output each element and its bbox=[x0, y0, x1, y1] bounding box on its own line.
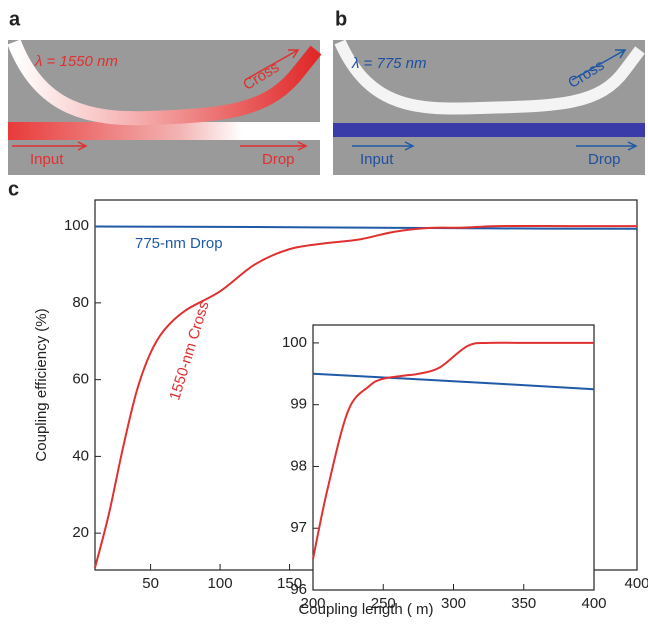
panel-label: c bbox=[8, 178, 19, 200]
wavelength-label: λ = 1550 nm bbox=[34, 53, 118, 70]
y-tick-label: 40 bbox=[72, 447, 89, 464]
waveguide bbox=[334, 39, 645, 115]
y-tick-label: 99 bbox=[290, 396, 307, 413]
y-axis-label: Coupling efficiency (%) bbox=[33, 308, 50, 461]
y-tick-label: 96 bbox=[290, 581, 307, 598]
series-line bbox=[94, 224, 637, 568]
input-label: Input bbox=[360, 151, 394, 168]
x-tick-label: 50 bbox=[142, 575, 159, 592]
panel-label: a bbox=[9, 8, 21, 30]
wavelength-label: λ = 775 nm bbox=[351, 55, 427, 72]
x-tick-label: 200 bbox=[300, 595, 325, 612]
y-tick-label: 100 bbox=[64, 217, 89, 234]
panel-label: b bbox=[335, 8, 347, 30]
arrow bbox=[12, 49, 308, 151]
series-label: 775-nm Drop bbox=[135, 235, 223, 252]
x-tick-label: 400 bbox=[581, 595, 606, 612]
x-tick-label: 150 bbox=[277, 575, 302, 592]
waveguide bbox=[7, 39, 322, 126]
y-tick-label: 20 bbox=[72, 524, 89, 541]
waveguide bbox=[8, 122, 320, 140]
input-label: Input bbox=[30, 151, 64, 168]
y-tick-label: 80 bbox=[72, 294, 89, 311]
drop-label: Drop bbox=[588, 151, 621, 168]
x-tick-label: 350 bbox=[511, 595, 536, 612]
y-tick-label: 98 bbox=[290, 457, 307, 474]
x-tick-label: 100 bbox=[208, 575, 233, 592]
waveguide bbox=[333, 123, 645, 137]
arrow bbox=[352, 49, 638, 151]
y-tick-label: 100 bbox=[282, 334, 307, 351]
plot-frame bbox=[312, 324, 595, 591]
series-line bbox=[312, 372, 595, 391]
series-line bbox=[94, 225, 638, 230]
y-tick-label: 97 bbox=[290, 519, 307, 536]
x-axis-label: Coupling length ( m) bbox=[298, 601, 433, 618]
x-tick-label: 300 bbox=[441, 595, 466, 612]
x-tick-label: 250 bbox=[371, 595, 396, 612]
series-line bbox=[312, 341, 594, 560]
x-tick-label: 400 bbox=[624, 575, 648, 592]
drop-label: Drop bbox=[262, 151, 295, 168]
y-tick-label: 60 bbox=[72, 371, 89, 388]
